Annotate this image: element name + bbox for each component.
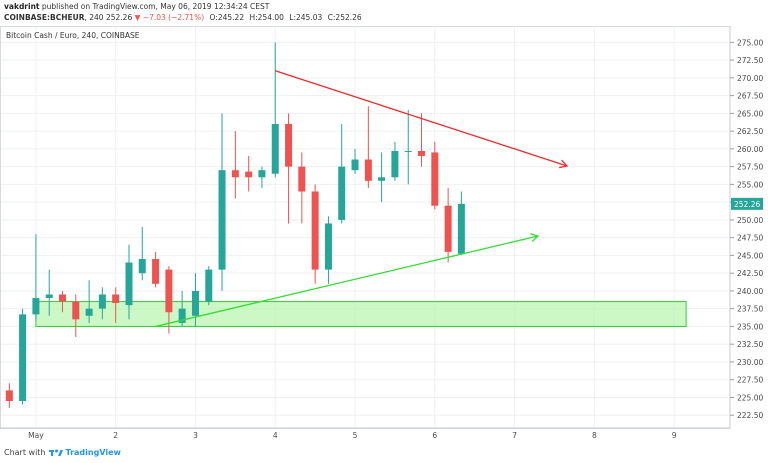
support-trend-line[interactable] bbox=[155, 233, 540, 328]
y-tick-label: 227.50 bbox=[737, 376, 763, 385]
y-tick-label: 270.00 bbox=[737, 74, 763, 83]
candle-body bbox=[58, 294, 66, 302]
plot-frame bbox=[0, 26, 731, 429]
high-label: H: bbox=[249, 13, 258, 22]
candle-body bbox=[98, 294, 106, 309]
y-tick-label: 242.50 bbox=[737, 269, 763, 278]
candle-body bbox=[245, 171, 253, 178]
candle-body bbox=[178, 308, 186, 323]
x-tick-label: 4 bbox=[273, 431, 278, 440]
y-tick-label: 275.00 bbox=[737, 38, 763, 47]
support-zone bbox=[35, 301, 687, 327]
candle-body bbox=[298, 166, 306, 192]
quote-line: COINBASE:BCHEUR, 240 252.26 ▼ −7.03 (−2.… bbox=[4, 13, 362, 22]
resistance-trend-line[interactable] bbox=[275, 70, 569, 169]
candle-body bbox=[45, 294, 53, 299]
candle-body bbox=[311, 191, 319, 270]
y-tick-label: 260.00 bbox=[737, 145, 763, 154]
candle-body bbox=[32, 298, 40, 315]
y-tick-label: 235.00 bbox=[737, 322, 763, 331]
publish-info: vakdrint published on TradingView.com, M… bbox=[4, 2, 269, 11]
candle-body bbox=[404, 151, 412, 153]
y-tick-label: 232.50 bbox=[737, 340, 763, 349]
candle-body bbox=[72, 301, 80, 320]
x-tick-label: 8 bbox=[592, 431, 597, 440]
tradingview-brand[interactable]: TradingView bbox=[65, 448, 121, 457]
high-value: 254.00 bbox=[257, 13, 284, 22]
candle-body bbox=[285, 124, 293, 167]
candle-body bbox=[324, 223, 332, 270]
y-tick-label: 265.00 bbox=[737, 109, 763, 118]
y-tick-label: 267.50 bbox=[737, 92, 763, 101]
candle-body bbox=[431, 152, 439, 206]
y-tick-label: 247.50 bbox=[737, 234, 763, 243]
y-tick-label: 237.50 bbox=[737, 305, 763, 314]
chart-with-text: Chart with bbox=[4, 448, 46, 457]
candle-body bbox=[19, 314, 27, 402]
footer-attribution: Chart with TradingView bbox=[4, 448, 121, 457]
candle-body bbox=[165, 269, 173, 313]
close-label: C: bbox=[327, 13, 336, 22]
open-label: O: bbox=[209, 13, 218, 22]
candle-body bbox=[5, 390, 13, 402]
y-tick-label: 255.00 bbox=[737, 180, 763, 189]
candle-body bbox=[364, 159, 372, 181]
y-tick-label: 250.00 bbox=[737, 216, 763, 225]
candle-body bbox=[152, 258, 160, 284]
candle-body bbox=[391, 151, 399, 178]
published-text: published on TradingView.com, May 06, 20… bbox=[41, 2, 270, 11]
y-tick-label: 245.00 bbox=[737, 251, 763, 260]
open-value: 245.22 bbox=[217, 13, 245, 22]
candle-body bbox=[258, 170, 266, 178]
low-value: 245.03 bbox=[296, 13, 323, 22]
last-price-label: 252.26 bbox=[734, 200, 760, 209]
tradingview-logo-icon bbox=[48, 449, 63, 456]
candle-body bbox=[378, 177, 386, 181]
low-label: L: bbox=[289, 13, 297, 22]
candle-body bbox=[338, 166, 346, 220]
x-tick-label: May bbox=[28, 431, 44, 440]
candle-body bbox=[191, 290, 199, 316]
x-tick-label: 6 bbox=[432, 431, 437, 440]
y-tick-label: 262.50 bbox=[737, 127, 763, 136]
candle-body bbox=[417, 151, 425, 156]
candle-body bbox=[444, 205, 452, 252]
y-tick-label: 225.00 bbox=[737, 393, 763, 402]
y-tick-label: 257.50 bbox=[737, 163, 763, 172]
candle-body bbox=[112, 294, 120, 303]
candle-body bbox=[138, 258, 146, 274]
candle-body bbox=[351, 159, 359, 171]
x-tick-label: 2 bbox=[113, 431, 118, 440]
y-tick-label: 240.00 bbox=[737, 287, 763, 296]
chart-title: Bitcoin Cash / Euro, 240, COINBASE bbox=[6, 31, 140, 40]
y-tick-label: 230.00 bbox=[737, 358, 763, 367]
x-tick-label: 3 bbox=[193, 431, 198, 440]
publisher-name[interactable]: vakdrint bbox=[4, 2, 40, 11]
candle-body bbox=[271, 124, 279, 174]
y-tick-label: 222.50 bbox=[737, 411, 763, 420]
last-price-tag bbox=[731, 197, 763, 210]
candle-body bbox=[125, 262, 133, 306]
x-tick-label: 9 bbox=[672, 431, 677, 440]
symbol-label: COINBASE:BCHEUR bbox=[4, 13, 85, 22]
candle-body bbox=[231, 170, 239, 178]
interval-label: 240 bbox=[89, 13, 104, 22]
candle-body bbox=[205, 269, 213, 302]
x-tick-label: 7 bbox=[512, 431, 517, 440]
y-tick-label: 272.50 bbox=[737, 56, 763, 65]
candle-body bbox=[85, 308, 93, 316]
x-tick-label: 5 bbox=[353, 431, 358, 440]
price-change: −7.03 (−2.71%) bbox=[142, 13, 205, 22]
down-arrow-icon: ▼ bbox=[134, 13, 141, 22]
candle-body bbox=[218, 170, 226, 270]
close-value: 252.26 bbox=[335, 13, 362, 22]
last-price: 252.26 bbox=[105, 13, 133, 22]
candle-body bbox=[457, 203, 465, 254]
